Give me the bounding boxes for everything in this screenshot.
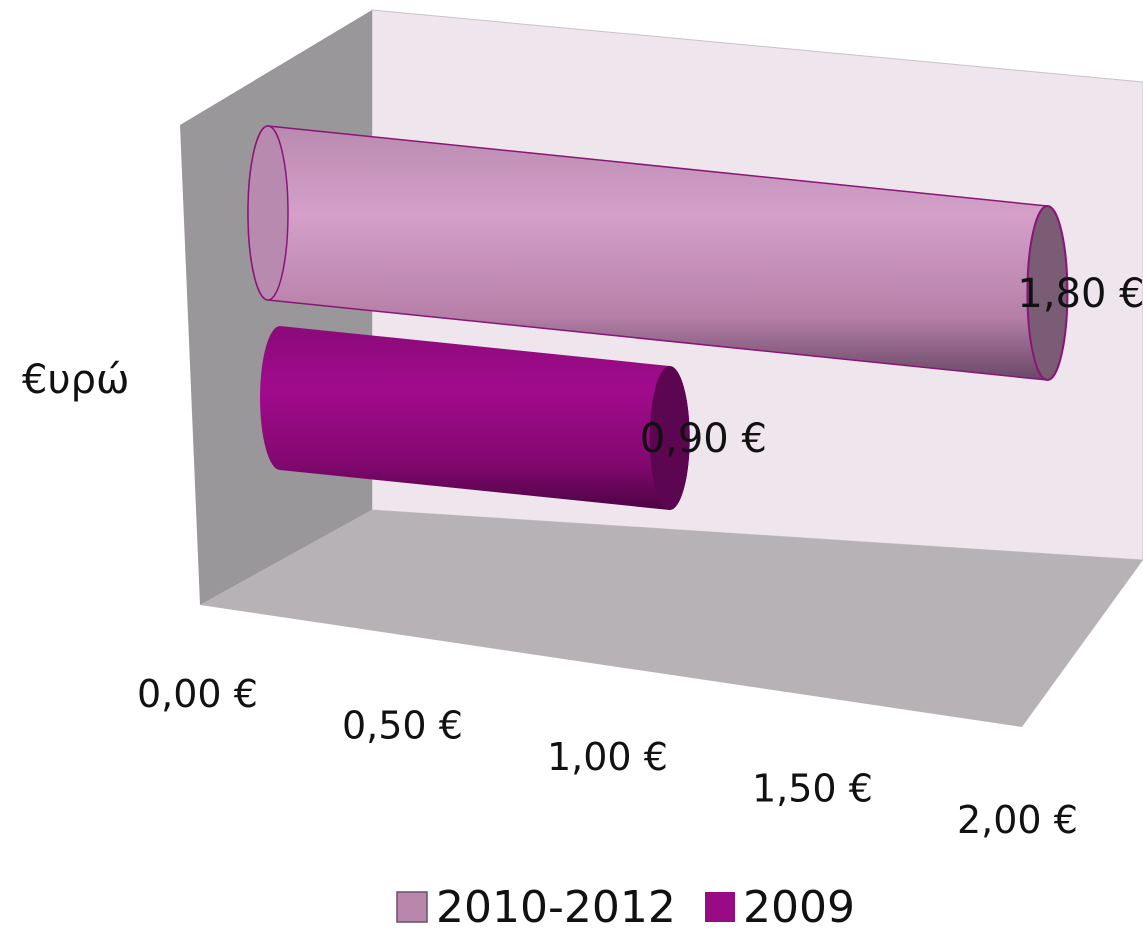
x-tick-label: 0,50 € <box>342 704 463 748</box>
axis-title: €υρώ <box>22 357 129 403</box>
x-tick-label: 0,00 € <box>137 672 258 716</box>
bar-2010-2012 <box>247 125 1069 382</box>
legend-label-2009: 2009 <box>743 882 855 931</box>
legend-swatch-2010-2012 <box>396 891 428 923</box>
data-label-2010-2012: 1,80 € <box>1017 271 1143 317</box>
legend: 2010-2012 2009 <box>396 882 855 931</box>
legend-label-2010-2012: 2010-2012 <box>436 882 676 931</box>
x-tick-label: 2,00 € <box>957 798 1078 842</box>
x-tick-label: 1,00 € <box>547 735 668 779</box>
bar-2009 <box>260 326 690 511</box>
legend-swatch-2009 <box>705 892 735 922</box>
data-label-2009: 0,90 € <box>640 416 767 462</box>
x-tick-label: 1,50 € <box>752 767 873 811</box>
floor <box>200 510 1143 727</box>
